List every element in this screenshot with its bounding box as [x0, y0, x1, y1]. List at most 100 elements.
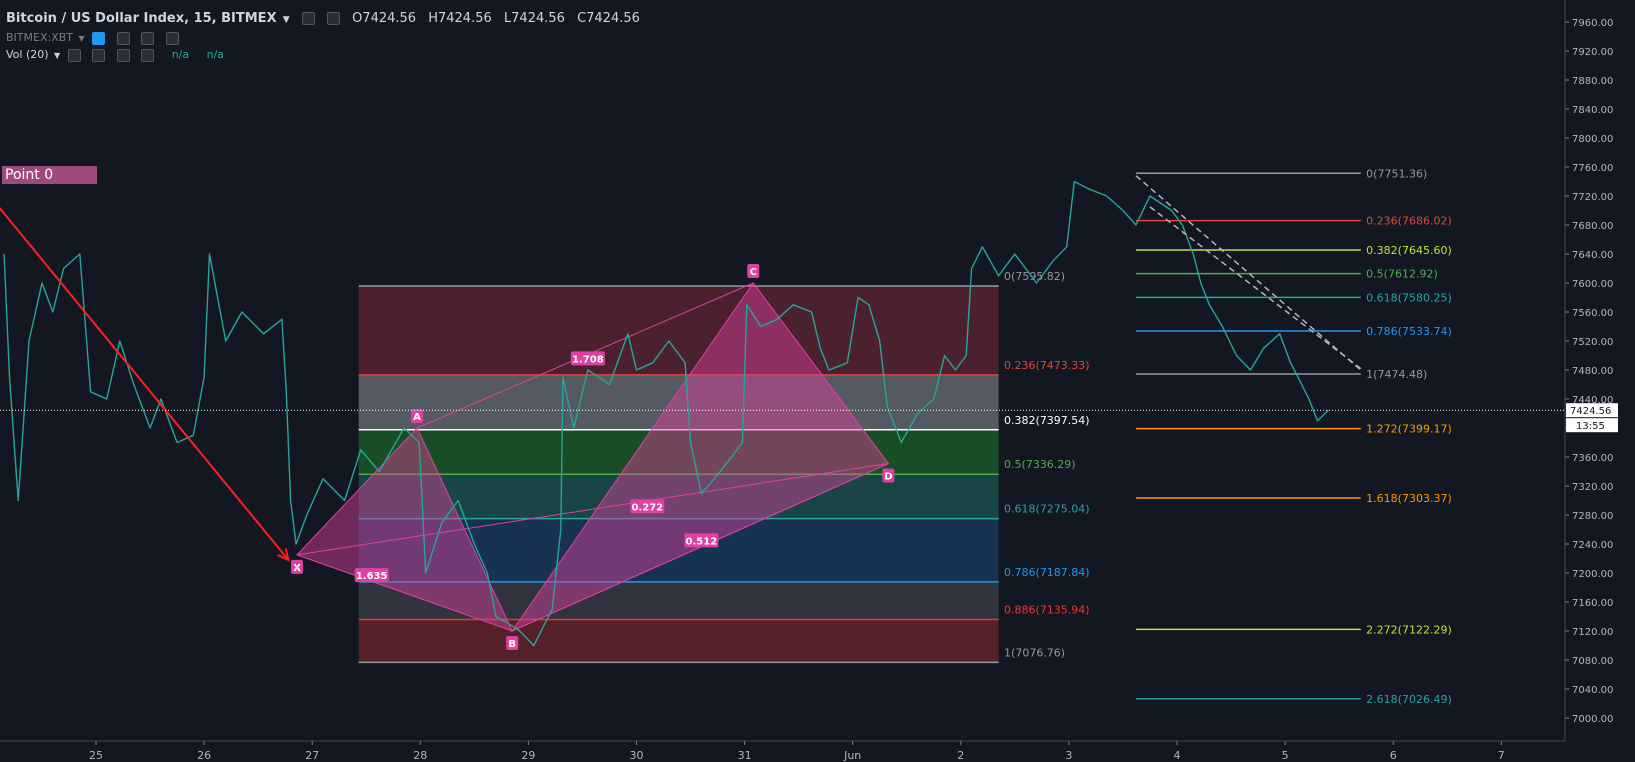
fib-retracement-label: 0.5(7336.29) [1004, 458, 1076, 471]
ohlc-open: O7424.56 [352, 11, 417, 26]
fib-retracement-label: 0.786(7187.84) [1004, 566, 1090, 579]
harmonic-pattern-wing[interactable] [296, 427, 514, 632]
volume-value: n/a [171, 48, 190, 61]
plus-icon[interactable] [141, 31, 155, 45]
pattern-ratio-badge[interactable] [630, 499, 665, 514]
fib-retracement-zone [358, 374, 999, 430]
fib-retracement-label: 0.618(7275.04) [1004, 503, 1090, 516]
pattern-ratio-label: 0.272 [631, 502, 663, 513]
y-tick-label: 7120.00 [1572, 627, 1613, 638]
last-price-badge [1566, 403, 1618, 418]
fib-extension-label: 2.618(7026.49) [1366, 693, 1452, 706]
close-icon[interactable] [141, 48, 155, 62]
y-tick-label: 7080.00 [1572, 656, 1613, 667]
sub-symbol-row: BITMEX:XBT ▼ [6, 31, 187, 45]
y-tick-label: 7600.00 [1572, 279, 1613, 290]
ohlc-low: L7424.56 [503, 11, 565, 26]
last-price-label: 7424.56 [1570, 406, 1611, 417]
price-line[interactable] [3, 180, 1329, 647]
x-tick-label: 2 [957, 749, 964, 762]
settings-icon[interactable] [301, 12, 315, 25]
sub-symbol-label[interactable]: BITMEX:XBT [6, 31, 73, 44]
fib-extension-label: 2.272(7122.29) [1366, 623, 1452, 636]
countdown-label: 13:55 [1576, 421, 1605, 432]
dashed-trend-line[interactable] [1149, 206, 1362, 370]
y-tick-label: 7280.00 [1572, 511, 1613, 522]
close-icon[interactable] [165, 31, 179, 45]
symbol-title[interactable]: Bitcoin / US Dollar Index, 15, BITMEX [6, 11, 277, 26]
y-tick-label: 7520.00 [1572, 337, 1613, 348]
y-tick-label: 7920.00 [1572, 47, 1613, 58]
pattern-point-badge[interactable] [506, 636, 519, 650]
fib-extension-label: 0(7751.36) [1366, 167, 1427, 180]
pattern-ratio-badge[interactable] [684, 533, 719, 548]
settings-icon[interactable] [116, 31, 130, 45]
y-tick-label: 7760.00 [1572, 163, 1613, 174]
y-tick-label: 7480.00 [1572, 366, 1613, 377]
x-tick-label: 31 [738, 749, 752, 762]
fib-retracement-label: 0.886(7135.94) [1004, 603, 1090, 616]
point-label[interactable]: Point 0 [2, 166, 97, 184]
eye-icon[interactable] [67, 48, 81, 62]
x-tick-label: 29 [521, 749, 535, 762]
fib-extension-label: 0.5(7612.92) [1366, 268, 1438, 281]
close-icon[interactable] [326, 12, 340, 25]
pattern-ratio-badge[interactable] [570, 351, 605, 366]
y-tick-label: 7040.00 [1572, 685, 1613, 696]
eye-icon[interactable] [92, 31, 106, 45]
ohlc-high: H7424.56 [428, 11, 492, 26]
pattern-point-badge[interactable] [882, 468, 895, 483]
y-tick-label: 7240.00 [1572, 540, 1613, 551]
settings-icon[interactable] [92, 48, 106, 62]
plus-icon[interactable] [116, 48, 130, 62]
y-tick-label: 7960.00 [1572, 18, 1613, 29]
pattern-point-badge[interactable] [747, 264, 760, 278]
fib-extension-label: 1.618(7303.37) [1366, 492, 1452, 505]
chart-header: Bitcoin / US Dollar Index, 15, BITMEX ▼ … [6, 11, 648, 26]
dropdown-icon[interactable]: ▼ [78, 34, 85, 43]
fib-retracement-zone [358, 619, 999, 663]
fib-retracement-zone [358, 581, 999, 620]
volume-row: Vol (20) ▼ n/a n/a [6, 48, 232, 62]
y-tick-label: 7360.00 [1572, 453, 1613, 464]
x-tick-label: 27 [305, 749, 319, 762]
trend-arrow-line[interactable] [0, 206, 290, 561]
fib-extension-label: 0.382(7645.60) [1366, 244, 1452, 257]
volume-ma-value: n/a [206, 48, 225, 61]
y-tick-label: 7680.00 [1572, 221, 1613, 232]
pattern-point-badge[interactable] [291, 559, 304, 574]
y-tick-label: 7440.00 [1572, 395, 1613, 406]
fib-extension-label: 1.272(7399.17) [1366, 423, 1452, 436]
pattern-ratio-badge[interactable] [354, 568, 389, 583]
pattern-point-label: B [508, 639, 516, 650]
ohlc-close: C7424.56 [577, 11, 640, 26]
x-tick-label: 25 [89, 749, 103, 762]
fib-retracement-zone [358, 286, 999, 375]
y-tick-label: 7200.00 [1572, 569, 1613, 580]
pattern-point-badge[interactable] [411, 409, 424, 423]
harmonic-xd-line [296, 463, 889, 556]
dropdown-icon[interactable]: ▼ [54, 51, 61, 60]
dropdown-icon[interactable]: ▼ [282, 15, 290, 25]
y-tick-label: 7840.00 [1572, 105, 1613, 116]
pattern-ratio-label: 1.635 [356, 571, 388, 582]
x-tick-label: 26 [197, 749, 211, 762]
fib-retracement-zone [358, 429, 999, 475]
y-tick-label: 7720.00 [1572, 192, 1613, 203]
y-tick-label: 7320.00 [1572, 482, 1613, 493]
fib-extension-label: 0.618(7580.25) [1366, 291, 1452, 304]
fib-retracement-label: 1(7076.76) [1004, 646, 1065, 659]
fib-retracement-label: 0(7595.82) [1004, 270, 1065, 283]
volume-label[interactable]: Vol (20) [6, 48, 49, 61]
fib-extension-label: 1(7474.48) [1366, 368, 1427, 381]
x-tick-label: 6 [1390, 749, 1397, 762]
fib-retracement-label: 0.236(7473.33) [1004, 359, 1090, 372]
x-tick-label: 7 [1498, 749, 1505, 762]
dashed-trend-line[interactable] [1135, 175, 1362, 371]
y-tick-label: 7160.00 [1572, 598, 1613, 609]
y-tick-label: 7000.00 [1572, 714, 1613, 725]
x-tick-label: 28 [413, 749, 427, 762]
pattern-point-label: A [413, 412, 421, 423]
x-tick-label: 3 [1065, 749, 1072, 762]
